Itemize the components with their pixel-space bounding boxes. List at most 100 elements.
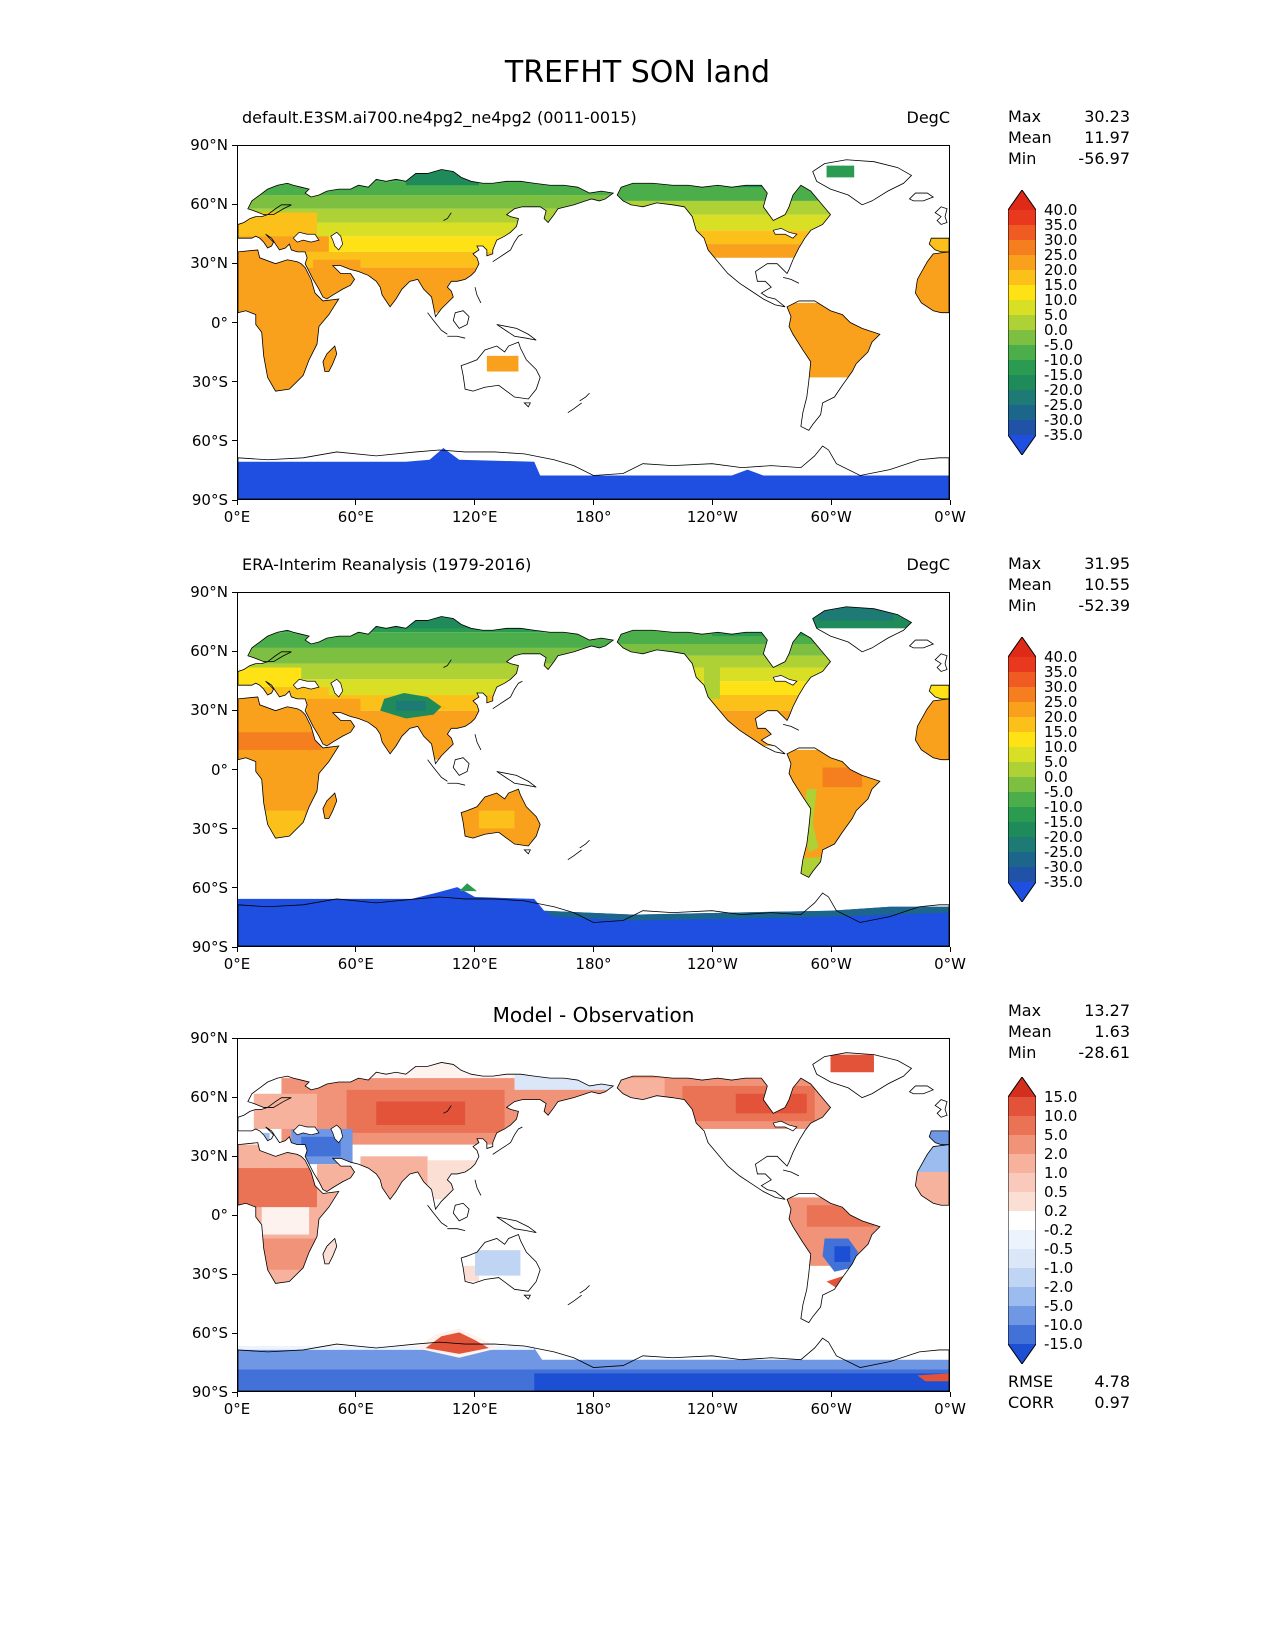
- colorbar-tick-label: -1.0: [1044, 1259, 1074, 1277]
- colorbar: [1007, 636, 1037, 903]
- stats-rmse-corr: RMSE 4.78 CORR 0.97: [1008, 1371, 1130, 1413]
- lon-tick-label: 120°E: [451, 508, 498, 526]
- lon-tick-label: 120°W: [686, 1400, 738, 1418]
- colorbar-tick-label: 0.0: [1044, 321, 1068, 339]
- stat-label: Max: [1008, 1001, 1042, 1020]
- axis-tick: [232, 322, 237, 323]
- stats-diff: Max 13.27 Mean 1.63 Min -28.61: [1008, 1000, 1130, 1063]
- colorbar-tick-label: 5.0: [1044, 1126, 1068, 1144]
- lon-tick-label: 180°: [575, 955, 612, 973]
- lat-tick-label: 90°S: [191, 938, 228, 956]
- colorbar-tick-label: -5.0: [1044, 783, 1074, 801]
- colorbar-tick-label: -2.0: [1044, 1278, 1074, 1296]
- colorbar-tick-label: -30.0: [1044, 858, 1083, 876]
- lon-tick-label: 120°W: [686, 955, 738, 973]
- axis-tick: [232, 144, 237, 146]
- axis-tick: [949, 500, 951, 505]
- colorbar-tick-label: -10.0: [1044, 798, 1083, 816]
- colorbar-tick-label: -5.0: [1044, 1297, 1074, 1315]
- axis-tick: [232, 650, 237, 652]
- stat-label: Min: [1008, 596, 1037, 615]
- lat-tick-label: 60°N: [190, 195, 228, 214]
- map-obs: [237, 592, 950, 947]
- colorbar-tick-label: -0.5: [1044, 1240, 1074, 1258]
- axis-tick: [711, 1392, 713, 1397]
- colorbar-tick-label: 20.0: [1044, 708, 1078, 726]
- colorbar-tick-label: -20.0: [1044, 828, 1083, 846]
- lon-tick-label: 0°W: [934, 955, 966, 973]
- colorbar-tick-label: -5.0: [1044, 336, 1074, 354]
- axis-tick: [232, 499, 237, 501]
- coastline-layer: [238, 1053, 949, 1391]
- stat-value: -28.61: [1078, 1043, 1130, 1062]
- lat-tick-label: 30°S: [191, 1265, 228, 1283]
- colorbar-tick-label: -25.0: [1044, 843, 1083, 861]
- axis-tick: [236, 947, 238, 952]
- axis-tick: [232, 1214, 237, 1216]
- axis-tick: [232, 946, 237, 948]
- coastline-layer: [238, 607, 949, 946]
- data-fill-layer: [238, 1054, 949, 1391]
- lon-tick-label: 0°E: [223, 508, 251, 526]
- data-fill-layer: [238, 606, 949, 946]
- axis-tick: [474, 947, 476, 952]
- panel2-title: ERA-Interim Reanalysis (1979-2016): [242, 555, 532, 574]
- lon-tick-label: 60°E: [337, 508, 374, 526]
- colorbar-tick-label: 30.0: [1044, 231, 1078, 249]
- axis-tick: [232, 381, 237, 383]
- stat-value: 11.97: [1084, 128, 1130, 147]
- stat-value: 1.63: [1094, 1022, 1130, 1041]
- axis-tick: [232, 1155, 237, 1157]
- map-model-plot: [238, 146, 949, 499]
- axis-tick: [232, 1037, 237, 1039]
- lat-tick-label: 30°S: [191, 372, 228, 391]
- lon-tick-label: 0°E: [223, 1400, 251, 1418]
- corr-value: 0.97: [1094, 1393, 1130, 1412]
- axis-tick: [232, 1332, 237, 1334]
- lat-tick-label: 0°: [210, 313, 228, 332]
- rmse-label: RMSE: [1008, 1372, 1054, 1391]
- stat-label: Mean: [1008, 575, 1052, 594]
- lon-tick-label: 0°E: [223, 955, 251, 973]
- panel2-units: DegC: [906, 555, 951, 574]
- lakes-layer: [293, 228, 797, 250]
- lat-tick-label: 30°N: [190, 701, 228, 720]
- axis-tick: [474, 500, 476, 505]
- figure-title: TREFHT SON land: [504, 55, 771, 90]
- colorbar-tick-label: 5.0: [1044, 753, 1068, 771]
- panel1-units: DegC: [906, 108, 951, 127]
- axis-tick: [355, 500, 357, 505]
- lat-tick-label: 60°N: [190, 642, 228, 661]
- axis-tick: [593, 500, 594, 505]
- colorbar-tick-label: -30.0: [1044, 411, 1083, 429]
- stats-obs: Max 31.95 Mean 10.55 Min -52.39: [1008, 553, 1130, 616]
- axis-tick: [949, 1392, 951, 1397]
- lat-tick-label: 60°S: [191, 1324, 228, 1342]
- stats-model: Max 30.23 Mean 11.97 Min -56.97: [1008, 106, 1130, 169]
- rmse-value: 4.78: [1094, 1372, 1130, 1391]
- colorbar-tick-label: 10.0: [1044, 1107, 1078, 1125]
- colorbar: [1007, 189, 1037, 456]
- stat-label: Min: [1008, 149, 1037, 168]
- panel3-title: Model - Observation: [492, 1003, 695, 1027]
- lat-tick-label: 30°S: [191, 819, 228, 838]
- colorbar-tick-label: -35.0: [1044, 426, 1083, 444]
- axis-tick: [232, 1391, 237, 1393]
- axis-tick: [830, 500, 832, 505]
- map-diff: [237, 1038, 950, 1392]
- stat-value: 30.23: [1084, 107, 1130, 126]
- stat-value: -56.97: [1078, 149, 1130, 168]
- colorbar-tick-label: -15.0: [1044, 1335, 1083, 1353]
- lat-tick-label: 90°S: [191, 491, 228, 509]
- lon-tick-label: 60°W: [810, 508, 852, 526]
- lon-tick-label: 180°: [575, 1400, 612, 1418]
- lat-tick-label: 30°N: [190, 1147, 228, 1165]
- axis-tick: [232, 262, 237, 264]
- lon-tick-label: 0°W: [934, 1400, 966, 1418]
- lon-tick-label: 120°W: [686, 508, 738, 526]
- colorbar: [1007, 1076, 1037, 1365]
- lon-tick-label: 60°W: [810, 955, 852, 973]
- axis-tick: [232, 709, 237, 711]
- axis-tick: [711, 947, 713, 952]
- axis-tick: [232, 591, 237, 593]
